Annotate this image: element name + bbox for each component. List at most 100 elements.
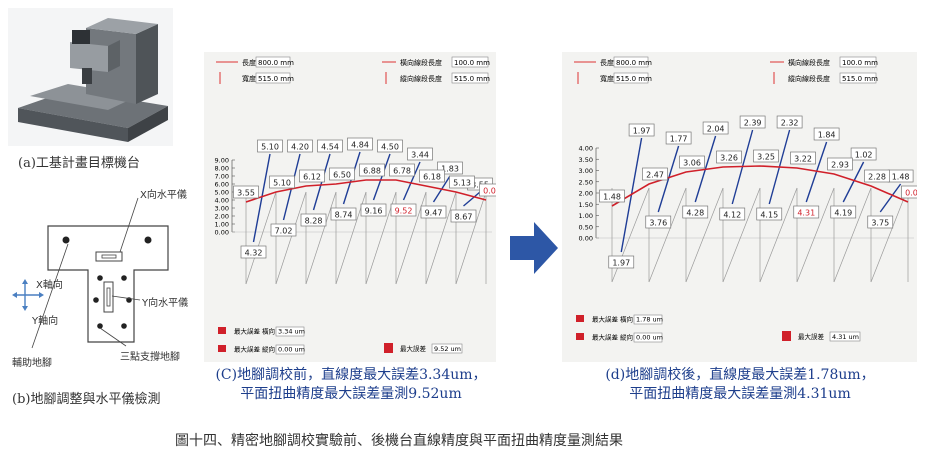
width-value: 515.0 mm — [616, 75, 652, 83]
blue-low-label-box — [240, 245, 267, 259]
blue-low-label-box — [867, 215, 894, 229]
max-total-value: 9.52 um — [434, 345, 461, 353]
y-tick-label: 4.00 — [579, 145, 593, 153]
red-point-label-box — [827, 157, 853, 171]
y-tick-label: 6.00 — [215, 181, 229, 189]
blue-high-label-box — [257, 139, 283, 153]
grid-diagonal-line — [722, 187, 761, 283]
blue-low-label: 8.67 — [455, 213, 473, 222]
max-error-label: 最大誤差 — [592, 315, 619, 324]
red-point-label-box — [479, 183, 496, 197]
dir-v-label: 縱向 — [262, 345, 275, 354]
red-point-label: 2.93 — [831, 161, 849, 170]
blue-profile-line — [657, 145, 680, 213]
red-point-label-box — [233, 185, 259, 199]
red-point-label: 3.55 — [237, 189, 255, 198]
blue-high-label-box — [377, 139, 403, 153]
red-point-label: 3.26 — [720, 154, 738, 163]
blue-low-label: 4.32 — [245, 249, 263, 258]
dir-h-label: 橫向 — [262, 327, 275, 336]
aux-foot-label: 輔助地腳 — [12, 356, 52, 369]
y-tick-label: 1.00 — [579, 212, 593, 220]
blue-low-label: 9.16 — [365, 207, 383, 216]
blue-high-label-box — [813, 127, 840, 141]
max-total-value: 4.31 um — [832, 333, 859, 341]
y-tick-label: 1.00 — [215, 221, 229, 229]
grid-diagonal-line — [425, 191, 457, 285]
blue-profile-line — [842, 161, 865, 203]
grid-diagonal-line — [833, 187, 872, 283]
max-total-label: 最大誤差 — [400, 344, 427, 353]
grid-diagonal-line — [245, 191, 277, 285]
blue-low-label: 9.52 — [395, 207, 413, 216]
length-value: 800.0 mm — [258, 59, 294, 67]
max-total-value-box — [431, 343, 463, 354]
blue-low-label: 4.19 — [834, 209, 852, 218]
blue-low-label: 8.74 — [335, 211, 353, 220]
blue-profile-line — [879, 183, 902, 213]
blue-high-label-box — [665, 131, 692, 145]
blue-low-label: 4.31 — [797, 209, 815, 218]
blue-high-label-box — [287, 139, 313, 153]
max-total-value-box — [829, 331, 861, 342]
dir-v-value-box — [275, 344, 305, 355]
blue-low-label-box — [793, 205, 820, 219]
blue-high-label: 1.84 — [818, 131, 836, 140]
length-value-box — [613, 56, 649, 68]
blue-high-label: 1.48 — [892, 173, 910, 182]
max-total-label: 最大誤差 — [798, 332, 825, 341]
blue-high-label-box — [407, 147, 433, 161]
panel-d-caption: (d)地腳調校後，直線度最大誤差1.78um， 平面扭曲精度最大誤差量測4.31… — [580, 366, 900, 404]
y-tick-label: 3.00 — [579, 167, 593, 175]
red-point-label-box — [449, 175, 475, 189]
red-point-label-box — [790, 151, 816, 165]
red-point-label: 6.78 — [393, 167, 411, 176]
blue-low-label: 4.28 — [686, 209, 704, 218]
blue-high-label-box — [776, 115, 803, 129]
dir-v-label: 縱向 — [620, 333, 633, 342]
width-value: 515.0 mm — [258, 75, 294, 83]
blue-profile-line — [252, 153, 271, 243]
dir-h-value: 1.78 um — [636, 316, 663, 324]
blue-low-label-box — [830, 205, 857, 219]
dir-v-value: 0.00 um — [636, 334, 663, 342]
panel-d-caption-line1: (d)地腳調校後，直線度最大誤差1.78um， — [605, 367, 875, 383]
blue-low-label: 4.15 — [760, 211, 778, 220]
panel-d-caption-line2: 平面扭曲精度最大誤差量測4.31um — [629, 386, 851, 402]
h-step-label: 橫向線段長度 — [788, 58, 830, 67]
grid-diagonal-line — [759, 187, 798, 283]
blue-low-label-box — [682, 205, 709, 219]
panel-b-caption: (b)地腳調整與水平儀檢測 — [12, 392, 161, 407]
three-point-foot-label: 三點支撐地腳 — [120, 350, 180, 363]
red-point-label: 3.22 — [794, 155, 812, 164]
red-point-label-box — [299, 169, 325, 183]
red-point-label: 6.50 — [333, 171, 351, 180]
length-value-box — [255, 56, 291, 68]
width-value-box — [255, 72, 291, 84]
y-tick-label: 3.00 — [215, 205, 229, 213]
h-step-value: 100.0 mm — [454, 59, 490, 67]
y-tick-label: 1.50 — [579, 201, 593, 209]
y-tick-label: 0.50 — [579, 223, 593, 231]
blue-low-label-box — [608, 255, 635, 269]
y-tick-label: 3.50 — [579, 156, 593, 164]
blue-low-label-box — [450, 209, 477, 223]
red-point-label-box — [753, 149, 779, 163]
red-point-label: 5.10 — [273, 179, 291, 188]
v-step-value-box — [451, 72, 489, 84]
blue-high-label: 5.10 — [261, 143, 279, 152]
h-step-label: 橫向線段長度 — [400, 58, 442, 67]
blue-profile-line — [372, 153, 391, 201]
red-point-label-box — [389, 163, 415, 177]
grid-diagonal-line — [648, 187, 687, 283]
blue-low-label-box — [360, 203, 387, 217]
red-legend-swatch-2 — [218, 345, 226, 352]
x-level-label: X向水平儀 — [140, 188, 187, 201]
grid-diagonal-line — [870, 187, 909, 283]
y-level-label: Y向水平儀 — [141, 296, 188, 309]
dir-h-value: 3.34 um — [278, 328, 305, 336]
v-step-value: 515.0 mm — [842, 75, 878, 83]
length-label: 長度 — [242, 58, 256, 67]
y-tick-label: 2.00 — [215, 213, 229, 221]
